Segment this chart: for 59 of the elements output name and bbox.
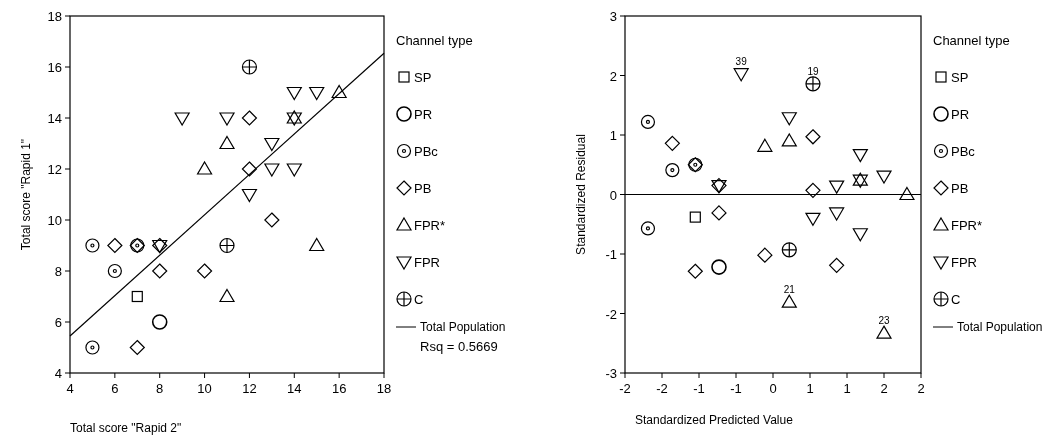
y-tick-label: 3 [609,9,617,24]
x-tick-label: 2 [880,381,888,396]
legend-label: PBc [951,144,976,159]
legend-label: FPR* [414,218,446,233]
x-tick-label: -1 [730,381,742,396]
y-tick-label: 4 [54,366,62,381]
x-tick-label: 2 [917,381,925,396]
legend-label: Total Population [957,320,1043,334]
y-tick-label: -1 [605,247,617,262]
y-tick-label: 16 [47,60,62,75]
legend-label: SP [951,70,969,85]
x-axis-title: Standardized Predicted Value [635,413,794,427]
x-tick-label: 16 [331,381,347,396]
y-tick-label: 2 [609,68,617,84]
legend-label: FPR [951,255,977,270]
x-tick-label: 18 [376,381,392,396]
annotation: 21 [783,284,796,296]
legend-label: FPR [414,255,440,270]
x-axis-title: Total score "Rapid 2" [70,421,182,435]
y-tick-label: 1 [609,128,617,143]
legend-label: C [414,292,424,307]
annotation: 23 [878,315,890,327]
x-tick-label: -2 [656,381,668,396]
y-tick-label: 12 [47,162,62,177]
legend-title: Channel type [933,33,1010,48]
x-tick-label: 10 [197,381,212,396]
x-tick-label: 4 [66,381,74,396]
x-tick-label: 14 [287,381,302,396]
x-tick-label: 8 [156,381,164,396]
y-axis-title: Total score "Rapid 1" [19,138,33,251]
text: Rsq = 0.5669 [420,339,498,354]
legend-label: PB [951,181,969,196]
x-tick-label: 6 [111,381,119,396]
legend-label: PB [414,181,432,196]
x-tick-label: 12 [242,381,257,396]
x-tick-label: 0 [769,381,777,396]
y-tick-label: 18 [47,9,62,24]
annotation: 39 [735,55,748,67]
x-tick-label: -2 [619,381,631,396]
legend-label: PR [951,107,970,122]
x-tick-label: 1 [843,381,851,396]
y-tick-label: 10 [47,213,62,228]
legend-label: SP [414,70,432,85]
y-tick-label: 0 [609,187,617,203]
annotation: 19 [807,65,819,77]
x-tick-label: 1 [806,381,814,396]
y-axis-title: Standardized Residual [574,134,588,255]
y-tick-label: -2 [605,306,617,322]
y-tick-label: 6 [54,315,62,330]
y-tick-label: 14 [47,111,62,126]
legend-label: C [951,292,961,307]
y-tick-label: 8 [54,264,62,279]
y-tick-label: -3 [605,366,617,381]
legend-title: Channel type [396,33,473,48]
x-tick-label: -1 [693,381,705,396]
legend-label: Total Population [420,320,506,334]
legend-label: FPR* [951,218,983,233]
legend-label: PR [414,107,433,122]
legend-label: PBc [414,144,439,159]
